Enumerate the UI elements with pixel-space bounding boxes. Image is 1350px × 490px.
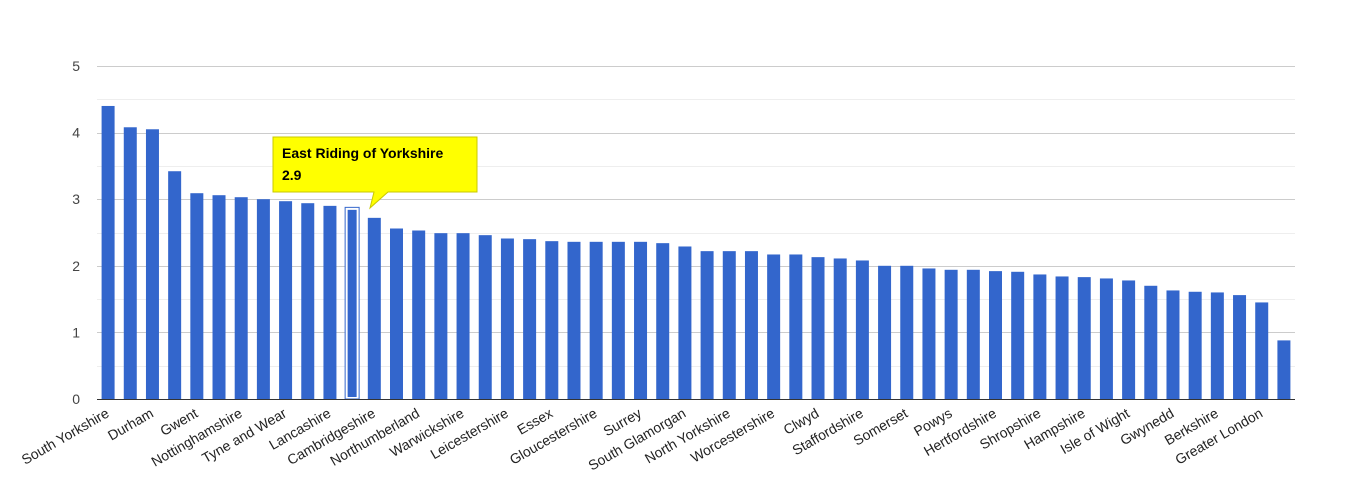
- bar[interactable]: [1077, 277, 1091, 399]
- bar[interactable]: [989, 271, 1002, 399]
- x-category-label: South Yorkshire: [19, 405, 112, 468]
- bar[interactable]: [212, 195, 226, 399]
- bar[interactable]: [190, 193, 204, 399]
- bar[interactable]: [567, 241, 581, 399]
- bar[interactable]: [1099, 278, 1113, 399]
- y-tick-label: 3: [72, 191, 80, 207]
- tooltip-value: 2.9: [282, 167, 302, 183]
- y-tick-label: 4: [72, 125, 80, 141]
- bar[interactable]: [678, 246, 692, 399]
- bar[interactable]: [589, 241, 603, 399]
- tooltip-title: East Riding of Yorkshire: [282, 145, 444, 161]
- bar[interactable]: [123, 127, 137, 399]
- bar[interactable]: [789, 254, 803, 399]
- bar[interactable]: [878, 265, 892, 399]
- tooltip: East Riding of Yorkshire 2.9: [272, 136, 478, 210]
- bar[interactable]: [722, 251, 736, 399]
- bar[interactable]: [545, 241, 559, 399]
- bar[interactable]: [1166, 290, 1180, 399]
- bar[interactable]: [1055, 276, 1069, 399]
- bar[interactable]: [234, 197, 248, 399]
- bar[interactable]: [1144, 285, 1158, 399]
- bar[interactable]: [279, 201, 293, 399]
- bar[interactable]: [922, 268, 936, 399]
- bar[interactable]: [1255, 302, 1269, 399]
- y-axis-tick-labels: 0 1 2 3 4 5: [72, 58, 80, 407]
- bar[interactable]: [323, 205, 337, 399]
- bar[interactable]: [634, 241, 648, 399]
- bar[interactable]: [700, 251, 714, 399]
- x-category-label: Durham: [105, 405, 156, 444]
- bar[interactable]: [944, 269, 958, 399]
- bar[interactable]: [611, 241, 625, 399]
- bar[interactable]: [412, 230, 426, 399]
- bar[interactable]: [301, 203, 315, 399]
- bar[interactable]: [145, 129, 159, 399]
- bar[interactable]: [434, 233, 448, 399]
- bar[interactable]: [855, 260, 869, 399]
- bar[interactable]: [1188, 291, 1202, 399]
- bars: [101, 105, 1291, 400]
- bar[interactable]: [1233, 295, 1247, 399]
- bar[interactable]: [833, 258, 847, 399]
- bar[interactable]: [456, 233, 470, 399]
- bar[interactable]: [523, 239, 537, 399]
- bar[interactable]: [811, 257, 825, 399]
- bar[interactable]: [345, 207, 359, 399]
- bar[interactable]: [168, 171, 182, 399]
- y-tick-label: 5: [72, 58, 80, 74]
- bar[interactable]: [367, 217, 381, 399]
- grid-lines: [97, 66, 1295, 367]
- bar[interactable]: [744, 251, 758, 399]
- bar[interactable]: [390, 228, 403, 399]
- bar[interactable]: [1033, 274, 1047, 399]
- tooltip-box: [272, 136, 478, 210]
- bar[interactable]: [1011, 271, 1025, 399]
- bar[interactable]: [900, 265, 914, 399]
- bar[interactable]: [1277, 340, 1291, 399]
- bar[interactable]: [478, 235, 492, 399]
- y-tick-label: 1: [72, 324, 80, 340]
- bar[interactable]: [500, 238, 514, 399]
- y-tick-label: 0: [72, 391, 80, 407]
- bar[interactable]: [101, 105, 115, 400]
- y-tick-label: 2: [72, 258, 80, 274]
- bar[interactable]: [767, 254, 781, 399]
- bar[interactable]: [256, 199, 270, 399]
- bar[interactable]: [656, 243, 670, 399]
- bar[interactable]: [966, 269, 980, 399]
- bar[interactable]: [1122, 280, 1136, 399]
- bar[interactable]: [1210, 292, 1224, 399]
